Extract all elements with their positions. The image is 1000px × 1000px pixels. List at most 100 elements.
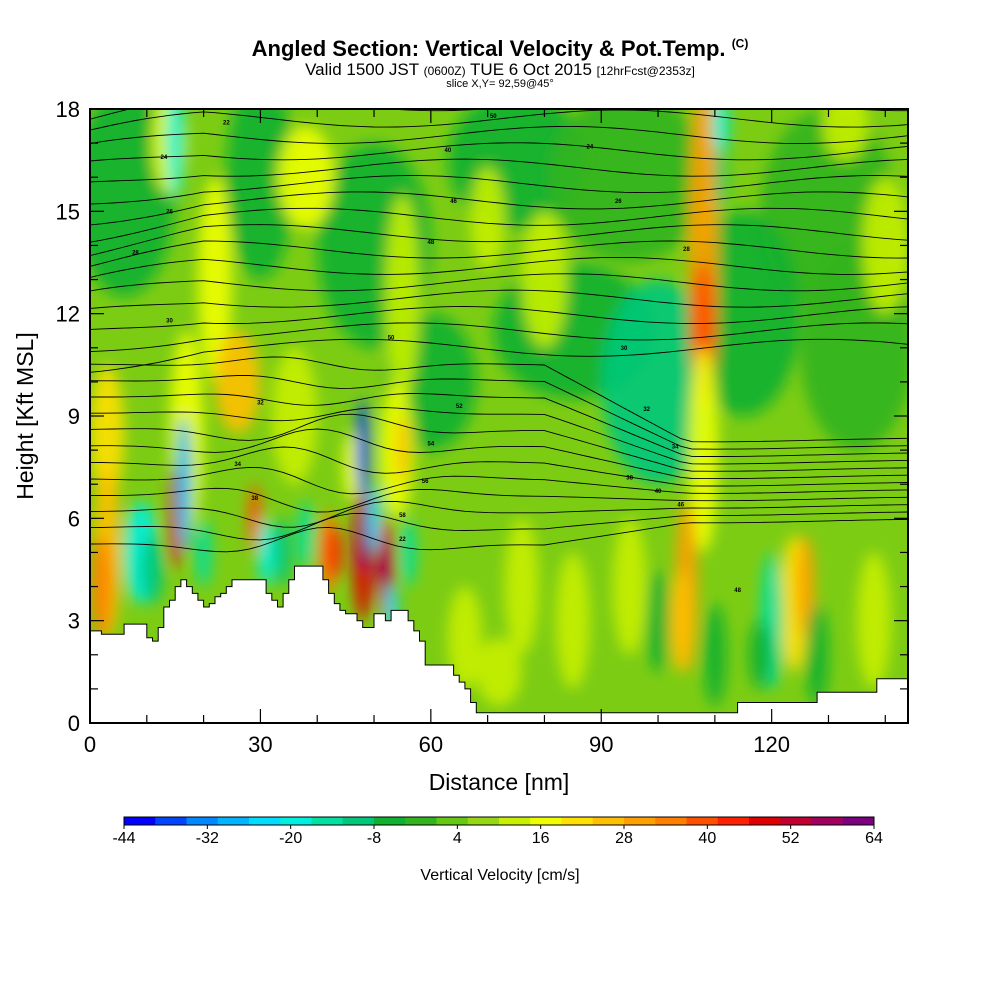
isentrope-line <box>90 175 908 205</box>
velocity-cell <box>521 211 568 348</box>
colorbar-swatch <box>499 817 531 825</box>
isentrope-label: 48 <box>427 240 434 246</box>
isentrope-line <box>90 207 908 243</box>
velocity-cell <box>748 620 772 689</box>
isentrope-label: 24 <box>161 155 168 161</box>
isentrope-label: 30 <box>166 318 173 324</box>
colorbar-swatch <box>811 817 844 825</box>
velocity-cell <box>141 535 164 604</box>
velocity-cell <box>822 109 869 161</box>
velocity-cell <box>476 637 522 706</box>
isentrope-label: 30 <box>621 346 628 352</box>
isentrope-label: 50 <box>490 114 497 120</box>
colorbar-swatch <box>436 817 469 825</box>
isentrope-label: 58 <box>399 513 406 519</box>
isentrope-line <box>90 466 908 495</box>
colorbar-label: Vertical Velocity [cm/s] <box>420 867 579 884</box>
y-axis: 0 3 6 9 12 15 18 <box>56 97 908 736</box>
velocity-cell <box>856 552 891 689</box>
y-tick-label: 18 <box>56 97 80 122</box>
colorbar-swatch <box>530 817 562 825</box>
colorbar-swatch <box>186 817 219 825</box>
isentrope-label: 38 <box>251 496 258 502</box>
colorbar-swatch <box>592 817 625 825</box>
colorbar-swatch <box>717 817 750 825</box>
velocity-cell <box>297 501 315 570</box>
colorbar-tick-label: 40 <box>698 830 716 847</box>
colorbar-swatch <box>155 817 187 825</box>
isentrope-line <box>90 407 908 465</box>
colorbar-tick-label: -8 <box>367 830 381 847</box>
isentrope-label: 46 <box>450 199 457 205</box>
isentrope-line <box>90 500 908 528</box>
isentrope-label: 26 <box>166 209 173 215</box>
x-axis: 0 30 60 90 120 <box>84 109 886 757</box>
isentrope-label: 32 <box>643 407 650 413</box>
velocity-cell <box>555 552 590 689</box>
isentrope-label: 34 <box>672 445 679 451</box>
velocity-cell <box>277 126 335 229</box>
isentrope-line <box>90 256 908 278</box>
colorbar-swatch <box>280 817 312 825</box>
isentrope-line <box>90 511 908 541</box>
colorbar-tick-label: -44 <box>112 830 135 847</box>
velocity-cell <box>257 518 275 587</box>
velocity-cell <box>714 143 727 212</box>
y-tick-label: 0 <box>68 711 80 736</box>
colorbar-swatch <box>655 817 687 825</box>
isentrope-label: 28 <box>132 250 139 256</box>
isentrope-line <box>90 125 908 145</box>
colorbar-frame <box>123 816 875 826</box>
y-tick-label: 9 <box>68 404 80 429</box>
colorbar-swatch <box>686 817 719 825</box>
x-tick-label: 30 <box>248 732 272 757</box>
colorbar-swatch <box>561 817 594 825</box>
colorbar-swatch <box>342 817 375 825</box>
isentrope-line <box>90 306 908 330</box>
isentrope-line <box>90 191 908 226</box>
isentrope-label: 22 <box>399 537 406 543</box>
y-tick-label: 6 <box>68 506 80 531</box>
velocity-cell <box>796 535 815 638</box>
velocity-cell <box>447 586 482 689</box>
velocity-cell <box>399 518 417 587</box>
chart-title: Angled Section: Vertical Velocity & Pot.… <box>251 36 749 61</box>
colorbar-tick-label: 52 <box>782 830 800 847</box>
isentrope-line <box>90 356 908 443</box>
velocity-cell <box>669 569 693 672</box>
isentrope-label: 46 <box>677 503 684 509</box>
colorbar-swatch <box>780 817 812 825</box>
isentrope-label: 54 <box>427 441 434 447</box>
isentrope-label: 24 <box>587 145 594 151</box>
isentrope-line <box>90 240 908 267</box>
colorbar-swatch <box>311 817 344 825</box>
colorbar-swatch <box>842 817 875 825</box>
colorbar-tick-label: 4 <box>453 830 462 847</box>
isentrope-label: 32 <box>257 400 264 406</box>
chart-slice-info: slice X,Y= 92,59@45° <box>446 78 554 90</box>
x-tick-label: 120 <box>753 732 790 757</box>
y-axis-label: Height [Kft MSL] <box>12 332 38 499</box>
colorbar-tick-label: -32 <box>196 830 219 847</box>
velocity-cell <box>395 416 410 485</box>
velocity-cell <box>197 177 233 382</box>
colorbar-swatch <box>374 817 406 825</box>
isentrope-label: 34 <box>234 462 241 468</box>
isentrope-line <box>90 375 908 450</box>
x-tick-label: 60 <box>419 732 443 757</box>
isentrope-line <box>90 428 908 480</box>
velocity-cell <box>247 484 262 553</box>
velocity-cell <box>166 109 185 198</box>
velocity-cell <box>385 194 420 399</box>
isentrope-label: 26 <box>615 199 622 205</box>
x-axis-label: Distance [nm] <box>429 769 570 795</box>
velocity-cell <box>91 535 112 638</box>
velocity-cell <box>367 484 381 553</box>
colorbar-tick-label: 16 <box>532 830 550 847</box>
isentrope-line <box>90 142 908 162</box>
colorbar-swatch <box>405 817 437 825</box>
velocity-cell <box>326 525 343 580</box>
velocity-cell <box>712 109 730 161</box>
colorbar-swatch <box>124 817 156 825</box>
